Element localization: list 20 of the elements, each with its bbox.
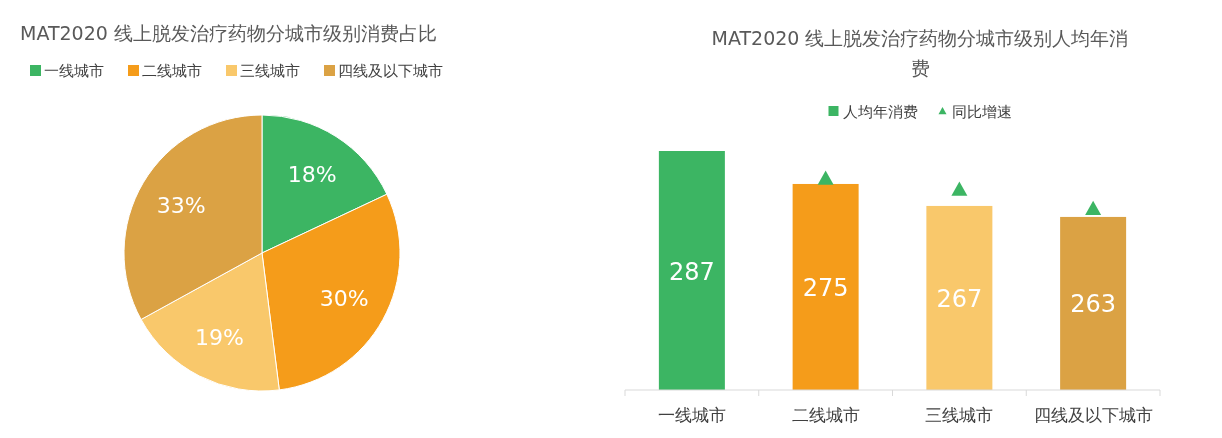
legend-label: 四线及以下城市 [338,62,443,80]
x-tick-label: 二线城市 [791,405,860,425]
data-label: 287 [668,257,715,286]
data-label: 18% [287,161,337,187]
legend-label: 三线城市 [240,62,300,80]
data-label: 267 [936,284,983,313]
legend-label: 二线城市 [142,62,202,80]
legend-label: 人均年消费 [842,103,918,121]
chart-title: MAT2020 线上脱发治疗药物分城市级别消费占比 [20,22,437,44]
data-label: 275 [802,273,849,302]
legend-label: 一线城市 [44,62,104,80]
data-label: 263 [1070,290,1117,319]
x-tick-label: 四线及以下城市 [1033,405,1153,425]
data-label: 33% [156,193,206,219]
legend-label: 同比增速 [951,103,1012,121]
data-label: 19% [194,324,244,350]
chart-title: MAT2020 线上脱发治疗药物分城市级别人均年消费 [711,27,1129,79]
data-label: 30% [319,286,369,312]
x-tick-label: 一线城市 [657,405,726,425]
x-tick-label: 三线城市 [925,405,994,425]
